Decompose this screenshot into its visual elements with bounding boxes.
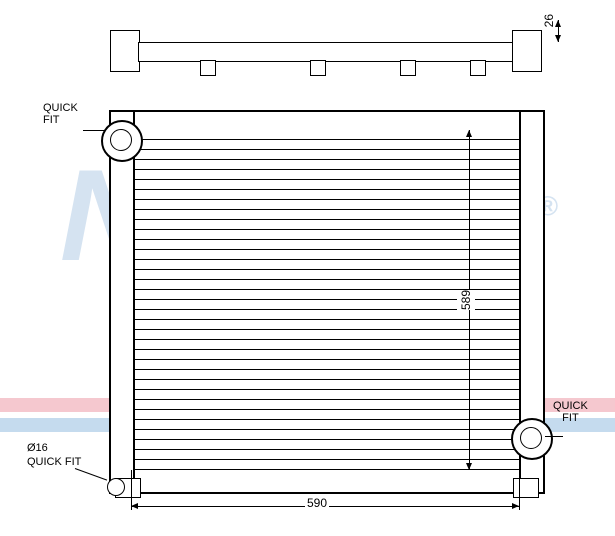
top-bracket	[310, 60, 326, 76]
thickness-dimension: 26	[540, 14, 558, 27]
extension-line	[519, 470, 520, 510]
label-text: QUICKFIT	[43, 102, 78, 126]
label-text: QUICKFIT	[553, 400, 588, 424]
top-bracket	[470, 60, 486, 76]
top-bracket	[200, 60, 216, 76]
top-view-end-right	[512, 30, 542, 72]
diagram-canvas: Nissens® 26 QUICKFIT QUICKFIT	[0, 0, 615, 536]
leader-line	[545, 436, 563, 437]
quick-fit-label-bottom-right: QUICKFIT	[553, 400, 588, 424]
top-view-end-left	[110, 30, 140, 72]
height-dimension: 589	[457, 290, 475, 310]
leader-line	[75, 468, 107, 481]
radiator-tank-left	[109, 110, 135, 494]
thickness-dimension-line	[558, 20, 559, 42]
drain-port	[107, 478, 125, 496]
extension-line	[131, 470, 132, 510]
top-view-bar	[138, 42, 516, 62]
quick-fit-label-bottom-left: QUICK FIT	[27, 456, 81, 468]
inlet-port	[101, 120, 143, 162]
top-view: 26	[110, 20, 542, 80]
label-text: QUICK FIT	[27, 456, 81, 468]
mount-foot-right	[513, 478, 539, 498]
outlet-port	[511, 418, 553, 460]
leader-line	[83, 130, 105, 131]
label-text: Ø16	[27, 442, 48, 454]
front-view: QUICKFIT QUICKFIT Ø16 QUICK FIT 590 589	[65, 100, 565, 520]
quick-fit-label-top-left: QUICKFIT	[43, 102, 78, 126]
width-dimension: 590	[305, 496, 329, 510]
top-bracket	[400, 60, 416, 76]
drain-port-diameter-label: Ø16	[27, 442, 48, 454]
